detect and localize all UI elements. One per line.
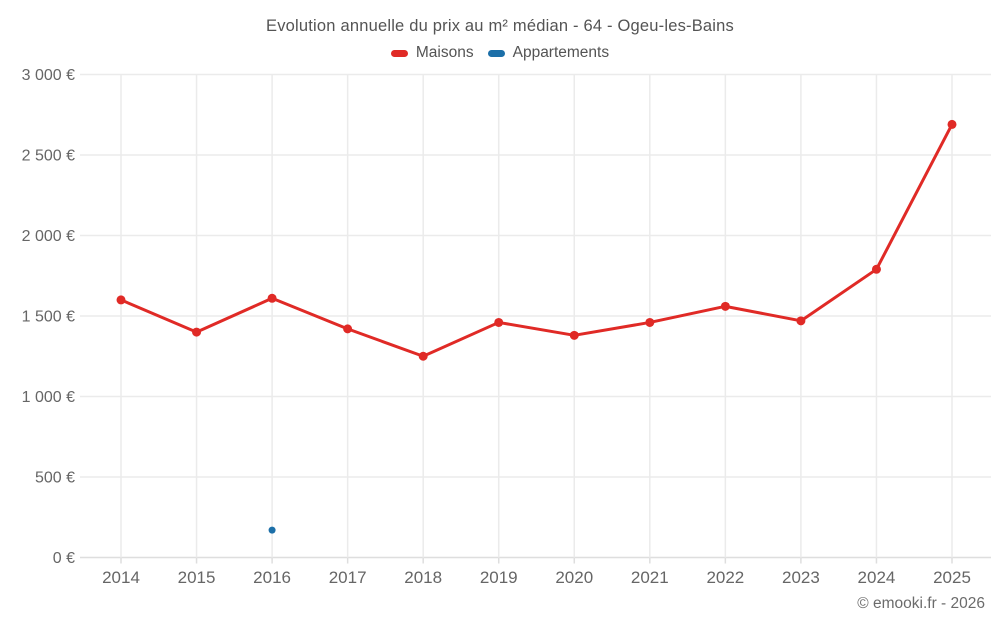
x-axis-tick-label: 2018 (404, 568, 442, 587)
data-point-maisons[interactable] (645, 317, 655, 327)
data-point-maisons[interactable] (494, 317, 504, 327)
x-axis-tick-label: 2023 (782, 568, 820, 587)
data-point-maisons[interactable] (871, 264, 881, 274)
y-axis-tick-label: 0 € (53, 550, 75, 567)
y-axis-tick-label: 500 € (35, 470, 75, 487)
data-point-maisons[interactable] (343, 324, 353, 334)
appartements-swatch-icon (487, 49, 505, 57)
copyright-credit: © emooki.fr - 2026 (857, 595, 985, 612)
y-axis-tick-label: 2 000 € (22, 228, 75, 245)
data-point-maisons[interactable] (418, 351, 428, 361)
y-axis-tick-label: 1 500 € (22, 309, 75, 326)
x-axis-tick-label: 2025 (933, 568, 971, 587)
x-axis-tick-label: 2015 (178, 568, 216, 587)
legend-label-maisons: Maisons (415, 44, 474, 61)
data-point-maisons[interactable] (720, 301, 730, 311)
y-axis-tick-label: 3 000 € (22, 67, 75, 84)
x-axis-tick-label: 2020 (555, 568, 593, 587)
x-axis-tick-label: 2016 (253, 568, 291, 587)
data-point-maisons[interactable] (796, 316, 806, 326)
chart-title: Evolution annuelle du prix au m² médian … (265, 17, 735, 35)
data-point-maisons[interactable] (947, 119, 957, 129)
x-axis-tick-label: 2014 (102, 568, 140, 587)
data-point-maisons[interactable] (267, 293, 277, 303)
data-point-appartements[interactable] (268, 526, 276, 534)
x-axis-tick-label: 2019 (480, 568, 518, 587)
y-axis-tick-label: 2 500 € (22, 148, 75, 165)
data-point-maisons[interactable] (569, 330, 579, 340)
x-axis-tick-label: 2024 (858, 568, 896, 587)
x-axis-tick-label: 2017 (329, 568, 367, 587)
series-line-maisons[interactable] (119, 122, 954, 358)
data-point-maisons[interactable] (192, 327, 202, 337)
data-point-maisons[interactable] (116, 295, 126, 305)
x-axis-tick-label: 2022 (706, 568, 744, 587)
legend-item-maisons: Maisons (390, 44, 474, 62)
maisons-swatch-icon (390, 49, 408, 57)
legend-item-appartements: Appartements (487, 44, 610, 62)
x-axis-tick-label: 2021 (631, 568, 669, 587)
y-axis-tick-label: 1 000 € (22, 389, 75, 406)
chart-legend: Maisons Appartements (0, 44, 1000, 62)
legend-label-appartements: Appartements (512, 44, 610, 61)
